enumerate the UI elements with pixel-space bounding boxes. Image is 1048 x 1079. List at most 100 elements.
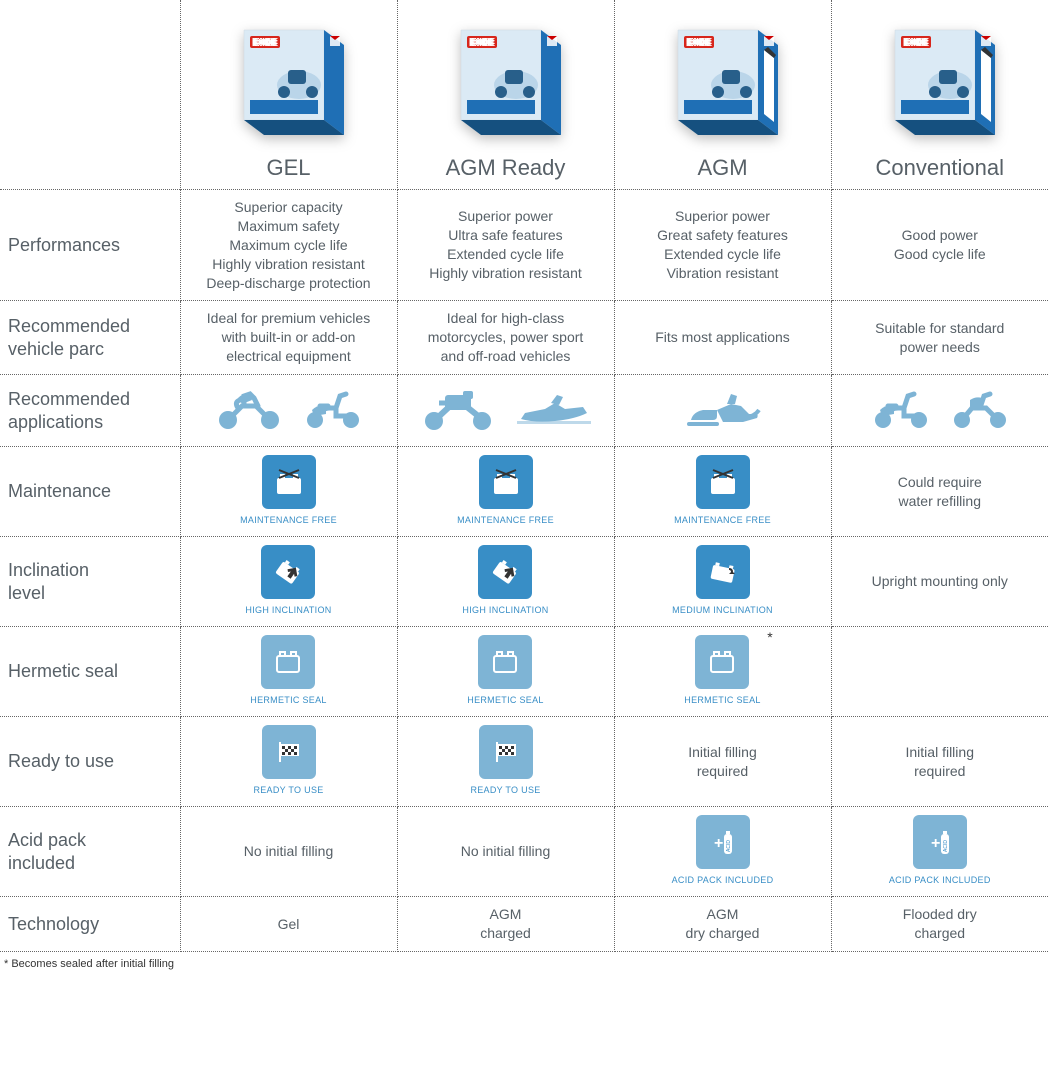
maintenance-free-icon <box>479 455 533 509</box>
row-maintenance: Maintenance MAINTENANCE FREE MAINTENANCE… <box>0 447 1048 537</box>
hermetic-seal-icon <box>478 635 532 689</box>
cell-text: Initial fillingrequired <box>621 743 825 781</box>
acid-pack-badge: +ACID ACID PACK INCLUDED <box>672 815 774 885</box>
cell-technology-gel: Gel <box>180 897 397 952</box>
svg-text:+: + <box>714 835 723 852</box>
cell-hermetic-agm_ready: HERMETIC SEAL <box>397 627 614 717</box>
cell-text: Could requirewater refilling <box>838 473 1043 511</box>
icon-caption: HIGH INCLINATION <box>462 605 548 615</box>
jetski-icon <box>515 391 593 436</box>
cell-technology-agm: AGMdry charged <box>614 897 831 952</box>
icon-caption: READY TO USE <box>253 785 323 795</box>
cell-vehicle_parc-agm: Fits most applications <box>614 301 831 375</box>
cell-ready-agm: Initial fillingrequired <box>614 717 831 807</box>
scooter-icon <box>302 386 364 435</box>
vehicle-icons <box>832 386 1048 435</box>
row-label: Acid packincluded <box>0 807 180 897</box>
col-label: AGM <box>697 155 747 180</box>
icon-caption: MAINTENANCE FREE <box>674 515 771 525</box>
icon-caption: ACID PACK INCLUDED <box>889 875 991 885</box>
acid-pack-badge: +ACID ACID PACK INCLUDED <box>889 815 991 885</box>
high-inclination-badge: HIGH INCLINATION <box>245 545 331 615</box>
maintenance-free-badge: MAINTENANCE FREE <box>457 455 554 525</box>
cell-ready-gel: READY TO USE <box>180 717 397 807</box>
icon-caption: HERMETIC SEAL <box>684 695 760 705</box>
svg-text:EXIDE: EXIDE <box>904 38 929 47</box>
svg-text:EXIDE: EXIDE <box>469 38 494 47</box>
cell-hermetic-agm: * HERMETIC SEAL <box>614 627 831 717</box>
col-header-conventional: EXIDE Conventional <box>831 0 1048 190</box>
comparison-table: EXIDE GEL EXIDE <box>0 0 1048 952</box>
ready-to-use-icon <box>262 725 316 779</box>
medium-inclination-icon <box>696 545 750 599</box>
product-box-conventional: EXIDE <box>865 0 1015 150</box>
row-performances: PerformancesSuperior capacityMaximum saf… <box>0 190 1048 301</box>
hermetic-seal-icon <box>695 635 749 689</box>
scooter2-icon <box>870 386 932 435</box>
svg-text:ACID: ACID <box>726 840 732 852</box>
header-row: EXIDE GEL EXIDE <box>0 0 1048 190</box>
vehicle-icons <box>181 386 397 435</box>
col-label: AGM Ready <box>446 155 566 180</box>
cell-acid_pack-agm_ready: No initial filling <box>397 807 614 897</box>
acid-pack-icon: +ACID <box>696 815 750 869</box>
maintenance-free-badge: MAINTENANCE FREE <box>240 455 337 525</box>
row-hermetic: Hermetic seal HERMETIC SEAL HERMETIC SEA… <box>0 627 1048 717</box>
cell-text: Good powerGood cycle life <box>838 226 1043 264</box>
cell-performances-agm: Superior powerGreat safety featuresExten… <box>614 190 831 301</box>
product-box-agm-ready: EXIDE <box>431 0 581 150</box>
row-label: Recommendedapplications <box>0 375 180 447</box>
row-vehicle_parc: Recommendedvehicle parcIdeal for premium… <box>0 301 1048 375</box>
icon-caption: HERMETIC SEAL <box>467 695 543 705</box>
cell-vehicle_parc-gel: Ideal for premium vehicleswith built-in … <box>180 301 397 375</box>
high-inclination-icon <box>478 545 532 599</box>
row-label: Recommendedvehicle parc <box>0 301 180 375</box>
cell-performances-conventional: Good powerGood cycle life <box>831 190 1048 301</box>
medium-inclination-badge: MEDIUM INCLINATION <box>672 545 773 615</box>
product-box-gel: EXIDE <box>214 0 364 150</box>
cell-applications-conventional <box>831 375 1048 447</box>
touring-icon <box>419 385 497 436</box>
high-inclination-icon <box>261 545 315 599</box>
cell-text: Flooded drycharged <box>838 905 1043 943</box>
icon-caption: HIGH INCLINATION <box>245 605 331 615</box>
row-label: Hermetic seal <box>0 627 180 717</box>
cell-text: AGMcharged <box>404 905 608 943</box>
row-applications: Recommendedapplications <box>0 375 1048 447</box>
row-label: Ready to use <box>0 717 180 807</box>
cell-text: Superior powerGreat safety featuresExten… <box>621 207 825 283</box>
col-label: Conventional <box>876 155 1004 180</box>
maintenance-free-icon <box>696 455 750 509</box>
cell-inclination-gel: HIGH INCLINATION <box>180 537 397 627</box>
ready-to-use-icon <box>479 725 533 779</box>
cell-maintenance-agm_ready: MAINTENANCE FREE <box>397 447 614 537</box>
icon-caption: READY TO USE <box>470 785 540 795</box>
row-label: Technology <box>0 897 180 952</box>
maintenance-free-icon <box>262 455 316 509</box>
cell-text: No initial filling <box>187 842 391 861</box>
cell-text: Ideal for premium vehicleswith built-in … <box>187 309 391 366</box>
svg-text:+: + <box>931 835 940 852</box>
svg-text:ACID: ACID <box>943 840 949 852</box>
cell-text: Superior powerUltra safe featuresExtende… <box>404 207 608 283</box>
cell-text: AGMdry charged <box>621 905 825 943</box>
cell-technology-agm_ready: AGMcharged <box>397 897 614 952</box>
cell-inclination-agm: MEDIUM INCLINATION <box>614 537 831 627</box>
cell-text: Upright mounting only <box>838 572 1043 591</box>
row-label: Inclinationlevel <box>0 537 180 627</box>
row-label: Maintenance <box>0 447 180 537</box>
moped-icon <box>950 386 1010 435</box>
cell-text: Gel <box>187 915 391 934</box>
cell-acid_pack-gel: No initial filling <box>180 807 397 897</box>
row-inclination: Inclinationlevel HIGH INCLINATION HIGH I… <box>0 537 1048 627</box>
cell-ready-agm_ready: READY TO USE <box>397 717 614 807</box>
asterisk: * <box>767 629 772 645</box>
cell-acid_pack-conventional: +ACID ACID PACK INCLUDED <box>831 807 1048 897</box>
cell-applications-agm <box>614 375 831 447</box>
cell-ready-conventional: Initial fillingrequired <box>831 717 1048 807</box>
svg-text:EXIDE: EXIDE <box>252 38 277 47</box>
cell-applications-agm_ready <box>397 375 614 447</box>
hermetic-seal-badge: HERMETIC SEAL <box>250 635 326 705</box>
maintenance-free-badge: MAINTENANCE FREE <box>674 455 771 525</box>
high-inclination-badge: HIGH INCLINATION <box>462 545 548 615</box>
